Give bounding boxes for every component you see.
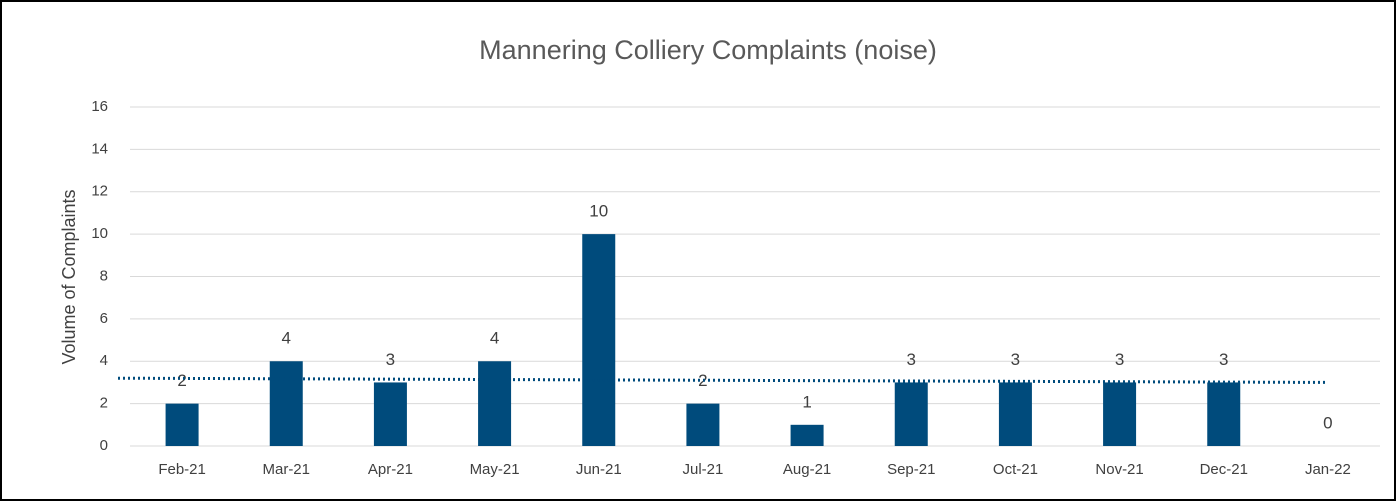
bar — [165, 403, 199, 446]
bar — [1103, 382, 1137, 446]
chart-title: Mannering Colliery Complaints (noise) — [479, 35, 937, 65]
y-tick-label: 14 — [91, 140, 108, 157]
data-label: 4 — [282, 329, 291, 348]
x-tick-label: Sep-21 — [887, 461, 935, 478]
y-tick-label: 6 — [100, 310, 108, 327]
bar — [373, 382, 407, 446]
x-tick-label: May-21 — [470, 461, 520, 478]
x-tick-label: Nov-21 — [1095, 461, 1143, 478]
trendline — [117, 376, 1328, 384]
y-tick-label: 12 — [91, 183, 108, 200]
x-tick-label: Apr-21 — [368, 461, 413, 478]
x-tick-label: Jun-21 — [576, 461, 622, 478]
x-tick-label: Jul-21 — [682, 461, 723, 478]
x-tick-label: Oct-21 — [993, 461, 1038, 478]
data-label: 2 — [698, 371, 707, 390]
bar — [998, 382, 1032, 446]
bar — [478, 361, 512, 446]
data-label: 10 — [589, 202, 608, 221]
x-tick-label: Jan-22 — [1305, 461, 1351, 478]
data-label: 3 — [1011, 350, 1020, 369]
x-tick-label: Dec-21 — [1200, 461, 1248, 478]
bar — [582, 234, 616, 446]
bar — [790, 424, 824, 446]
data-label: 2 — [177, 371, 186, 390]
y-tick-label: 8 — [100, 267, 108, 284]
bar — [269, 361, 303, 446]
bar — [894, 382, 928, 446]
y-tick-label: 2 — [100, 395, 108, 412]
y-tick-label: 4 — [100, 352, 108, 369]
x-tick-label: Aug-21 — [783, 461, 831, 478]
y-tick-label: 0 — [100, 437, 108, 454]
data-label: 1 — [802, 392, 811, 411]
data-label: 4 — [490, 329, 499, 348]
data-label: 3 — [1219, 350, 1228, 369]
data-label: 3 — [386, 350, 395, 369]
y-tick-label: 10 — [91, 225, 108, 242]
y-tick-label: 16 — [91, 98, 108, 115]
data-label: 3 — [1115, 350, 1124, 369]
x-tick-label: Feb-21 — [158, 461, 206, 478]
x-tick-label: Mar-21 — [262, 461, 310, 478]
data-label: 0 — [1323, 413, 1332, 432]
bar — [686, 403, 720, 446]
y-axis-label: Volume of Complaints — [59, 189, 79, 364]
bar — [1207, 382, 1241, 446]
data-label: 3 — [907, 350, 916, 369]
